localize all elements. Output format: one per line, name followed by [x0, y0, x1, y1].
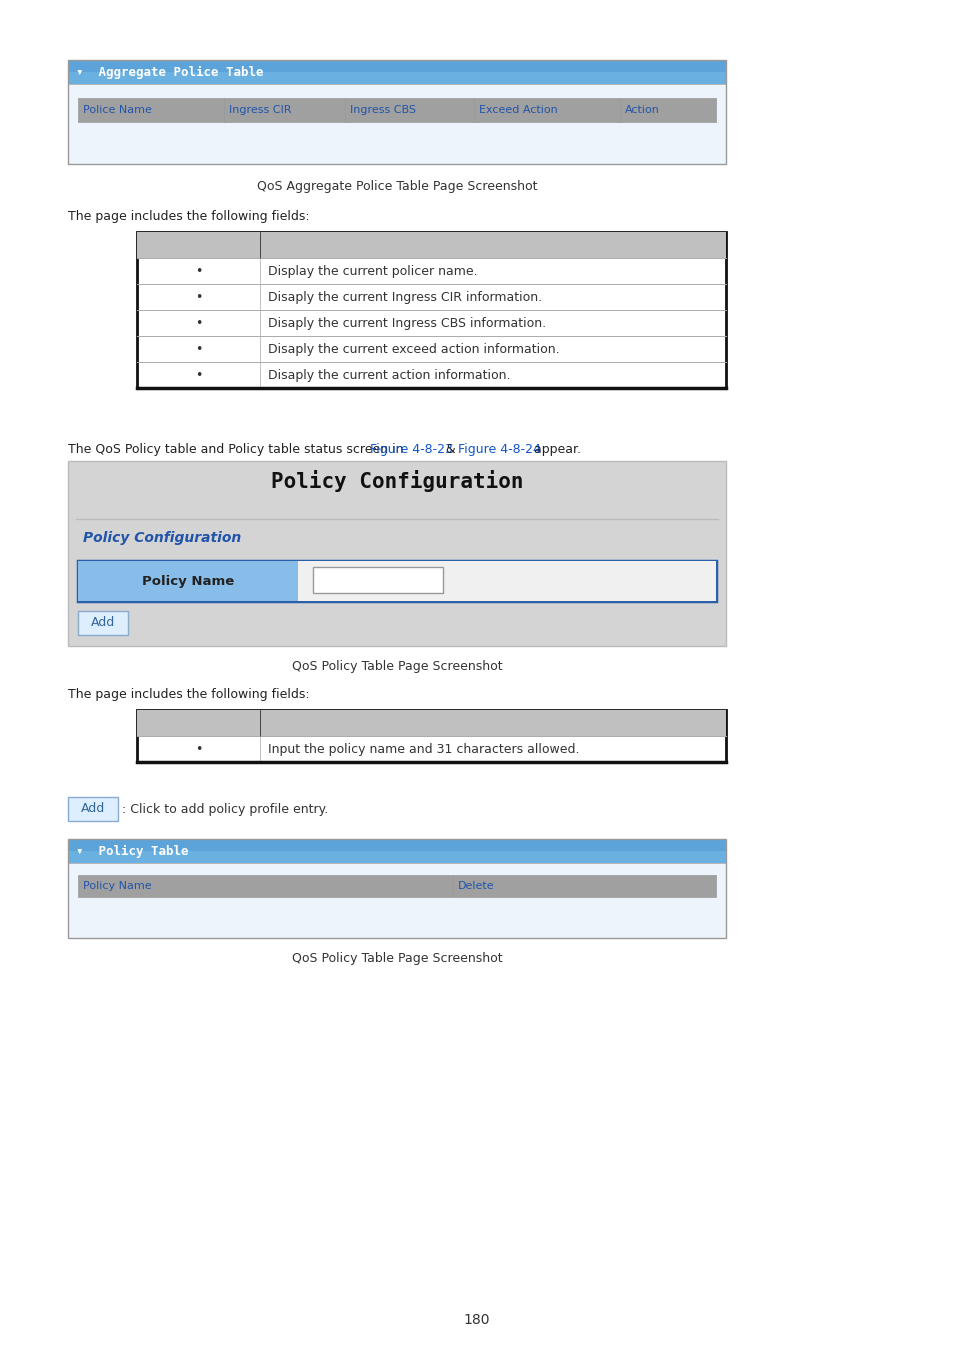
Text: Figure 4-8-24: Figure 4-8-24: [458, 443, 540, 456]
Bar: [68, 59, 725, 72]
Text: Action: Action: [624, 105, 659, 115]
Bar: [297, 562, 716, 601]
Bar: [68, 59, 725, 163]
Bar: [137, 232, 725, 258]
Text: appear.: appear.: [530, 443, 580, 456]
Bar: [78, 99, 716, 122]
Bar: [137, 710, 725, 761]
Text: Disaply the current action information.: Disaply the current action information.: [268, 369, 510, 382]
Text: Display the current policer name.: Display the current policer name.: [268, 265, 477, 278]
Text: The QoS Policy table and Policy table status screen in: The QoS Policy table and Policy table st…: [68, 443, 407, 456]
Text: Disaply the current Ingress CIR information.: Disaply the current Ingress CIR informat…: [268, 290, 541, 304]
Text: The page includes the following fields:: The page includes the following fields:: [68, 211, 310, 223]
Bar: [78, 612, 128, 634]
Text: QoS Aggregate Police Table Page Screenshot: QoS Aggregate Police Table Page Screensh…: [256, 180, 537, 193]
Text: Policy Configuration: Policy Configuration: [83, 531, 241, 545]
Bar: [78, 875, 716, 896]
Text: Policy Configuration: Policy Configuration: [271, 470, 522, 491]
Bar: [68, 84, 725, 163]
Text: ▾  Policy Table: ▾ Policy Table: [76, 845, 189, 857]
Text: Police Name: Police Name: [83, 105, 152, 115]
Text: •: •: [194, 290, 202, 304]
Text: 180: 180: [463, 1314, 490, 1327]
Text: &: &: [441, 443, 459, 456]
Bar: [68, 838, 725, 938]
Text: Delete: Delete: [457, 882, 494, 891]
Text: Disaply the current Ingress CBS information.: Disaply the current Ingress CBS informat…: [268, 316, 545, 329]
Bar: [137, 710, 725, 736]
Text: Ingress CIR: Ingress CIR: [229, 105, 292, 115]
Text: •: •: [194, 369, 202, 382]
Bar: [68, 838, 725, 850]
Text: Policy Name: Policy Name: [142, 575, 233, 587]
Text: Exceed Action: Exceed Action: [478, 105, 558, 115]
Bar: [68, 460, 725, 647]
Bar: [313, 567, 442, 593]
Text: •: •: [194, 343, 202, 355]
Bar: [68, 838, 725, 863]
Text: •: •: [194, 265, 202, 278]
Text: Ingress CBS: Ingress CBS: [350, 105, 416, 115]
Text: ▾  Aggregate Police Table: ▾ Aggregate Police Table: [76, 65, 263, 78]
Bar: [78, 562, 297, 601]
Text: QoS Policy Table Page Screenshot: QoS Policy Table Page Screenshot: [292, 952, 502, 965]
Bar: [68, 59, 725, 84]
Text: Figure 4-8-23: Figure 4-8-23: [370, 443, 453, 456]
Text: Policy Name: Policy Name: [83, 882, 152, 891]
Bar: [78, 562, 716, 601]
Text: •: •: [194, 316, 202, 329]
Bar: [68, 796, 118, 821]
Text: •: •: [194, 743, 202, 756]
Text: Disaply the current exceed action information.: Disaply the current exceed action inform…: [268, 343, 559, 355]
Text: : Click to add policy profile entry.: : Click to add policy profile entry.: [122, 802, 328, 815]
Text: The page includes the following fields:: The page includes the following fields:: [68, 688, 310, 701]
Bar: [68, 863, 725, 938]
Text: Add: Add: [91, 617, 115, 629]
Text: Add: Add: [81, 802, 105, 815]
Bar: [137, 232, 725, 387]
Text: QoS Policy Table Page Screenshot: QoS Policy Table Page Screenshot: [292, 660, 502, 674]
Text: Input the policy name and 31 characters allowed.: Input the policy name and 31 characters …: [268, 743, 578, 756]
